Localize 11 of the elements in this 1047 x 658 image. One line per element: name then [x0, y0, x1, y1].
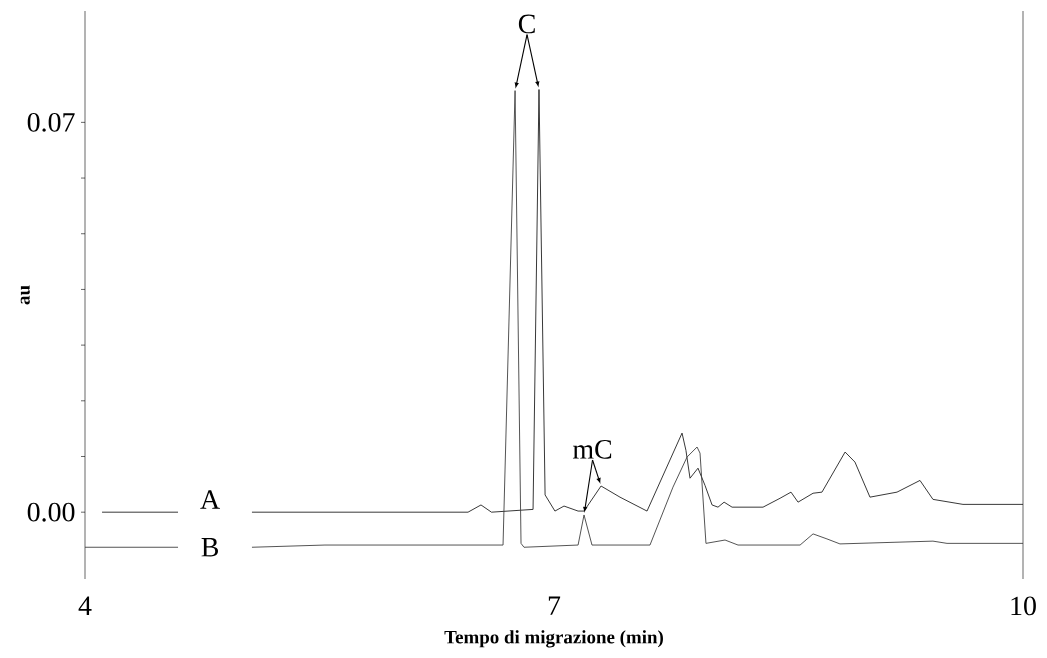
annotation: C [518, 14, 535, 34]
y-axis-title: au [20, 285, 30, 305]
series-label: B [201, 538, 218, 557]
series-label: A [200, 490, 220, 509]
x-tick-label: 7 [548, 596, 561, 615]
annotation: mC [572, 440, 612, 459]
y-tick-label: 0.00 [27, 502, 75, 522]
x-tick-label: 10 [1011, 596, 1036, 616]
x-tick-label: 4 [78, 596, 92, 615]
x-axis-title: Tempo di migrazione (min) [444, 630, 663, 648]
y-tick-label: 0.07 [27, 112, 75, 132]
